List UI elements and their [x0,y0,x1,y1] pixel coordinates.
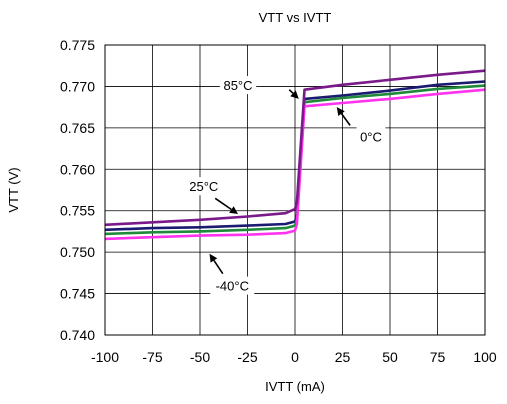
y-tick-label: 0.760 [60,161,95,177]
y-tick-label: 0.745 [60,286,95,302]
x-tick-label: -75 [142,349,162,365]
x-tick-label: -50 [190,349,210,365]
annotation-arrowhead [290,90,299,99]
y-tick-label: 0.740 [60,327,95,343]
x-tick-label: 100 [473,349,497,365]
x-tick-label: 75 [430,349,446,365]
series-line-3 [104,69,486,227]
annotation-bg [185,177,222,196]
annotation-bg [356,127,386,146]
x-tick-label: 25 [335,349,351,365]
annotation-label: -40°C [216,279,249,294]
annotation-label: 25°C [189,179,218,194]
annotation-label: 85°C [223,78,252,93]
series-layer [104,69,486,241]
y-tick-label: 0.755 [60,203,95,219]
annotation-arrowhead [336,107,345,116]
annotation-bg [219,76,257,95]
y-axis-label: VTT (V) [6,167,21,212]
y-tick-label: 0.770 [60,78,95,94]
y-tick-label: 0.775 [60,37,95,53]
annotation-bg [210,276,255,295]
series-line-2 [104,88,486,241]
x-tick-labels: -100 -75 -50 -25 0 25 50 75 100 [91,349,497,365]
x-tick-label: -100 [91,349,119,365]
x-axis-label: IVTT (mA) [265,379,325,394]
annotation-arrow [214,197,232,211]
y-tick-labels: 0.740 0.745 0.750 0.755 0.760 0.765 0.770 0.775 [60,37,95,343]
annotation-label: 0°C [360,129,382,144]
x-tick-label: -25 [237,349,257,365]
annotations: 85°C 0°C 25°C -40°C [185,76,386,295]
y-tick-label: 0.765 [60,120,95,136]
x-tick-label: 0 [291,349,299,365]
annotation-arrowhead [229,206,238,215]
chart-title: VTT vs IVTT [259,10,332,25]
annotation-arrow [288,89,294,94]
plot-frame [104,44,486,336]
annotation-arrowhead [209,253,218,263]
annotation-arrow [340,113,351,126]
grid [104,44,486,336]
y-tick-label: 0.750 [60,244,95,260]
x-tick-label: 50 [382,349,398,365]
annotation-arrow [213,260,224,275]
